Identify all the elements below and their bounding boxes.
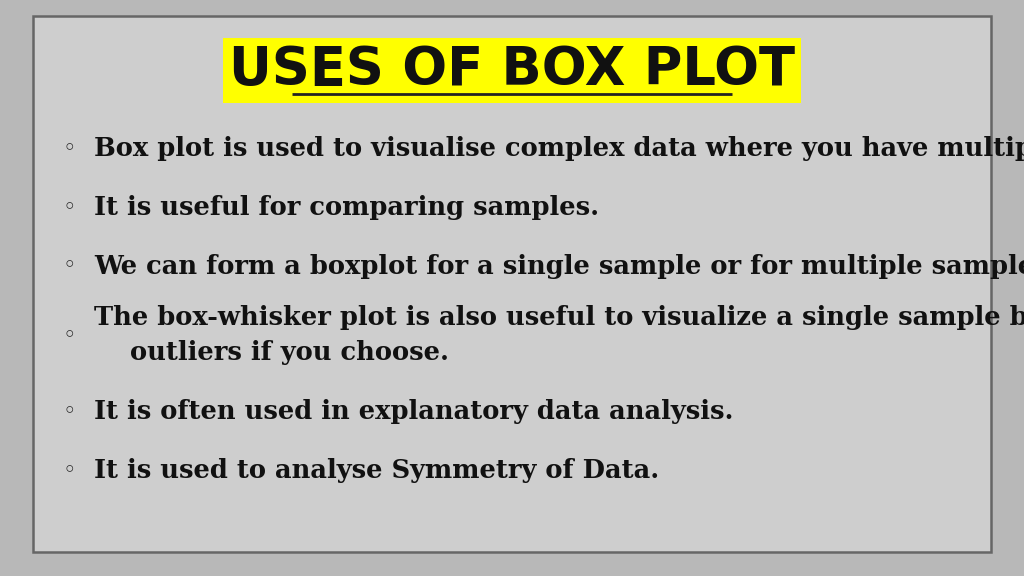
Text: ◦: ◦ bbox=[62, 459, 77, 482]
Text: Box plot is used to visualise complex data where you have multiple data sets.: Box plot is used to visualise complex da… bbox=[94, 136, 1024, 161]
Text: We can form a boxplot for a single sample or for multiple samples.: We can form a boxplot for a single sampl… bbox=[94, 253, 1024, 279]
Text: It is often used in explanatory data analysis.: It is often used in explanatory data ana… bbox=[94, 399, 734, 425]
Text: ◦: ◦ bbox=[62, 255, 77, 278]
FancyBboxPatch shape bbox=[33, 16, 991, 552]
Text: It is useful for comparing samples.: It is useful for comparing samples. bbox=[94, 195, 599, 220]
Text: ◦: ◦ bbox=[62, 324, 77, 347]
Text: The box-whisker plot is also useful to visualize a single sample because you can: The box-whisker plot is also useful to v… bbox=[94, 305, 1024, 365]
Text: USES OF BOX PLOT: USES OF BOX PLOT bbox=[229, 44, 795, 96]
Text: ◦: ◦ bbox=[62, 137, 77, 160]
Text: ◦: ◦ bbox=[62, 196, 77, 219]
Text: ◦: ◦ bbox=[62, 400, 77, 423]
Text: It is used to analyse Symmetry of Data.: It is used to analyse Symmetry of Data. bbox=[94, 458, 659, 483]
